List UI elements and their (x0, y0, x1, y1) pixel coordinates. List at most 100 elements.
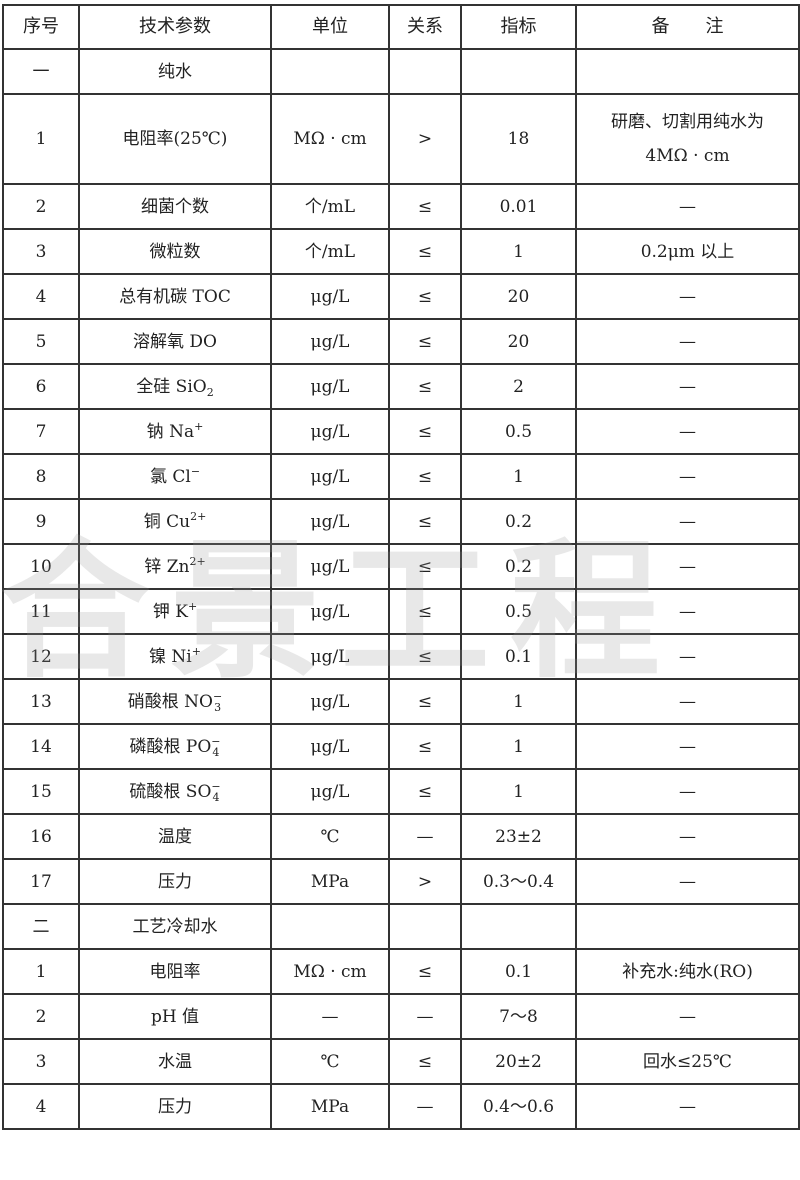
seq-cell-text: 13 (30, 691, 52, 712)
relation-cell: — (388, 1083, 462, 1130)
unit-cell: μg/L (270, 453, 390, 500)
value-cell-text: 0.01 (499, 196, 538, 217)
seq-cell: 4 (2, 273, 80, 320)
value-cell: 0.5 (460, 588, 577, 635)
value-cell (460, 48, 577, 95)
seq-cell: 14 (2, 723, 80, 770)
param-cell: pH 值 (78, 993, 272, 1040)
superscript: + (194, 420, 204, 433)
param-cell-text: pH 值 (150, 1006, 200, 1027)
value-cell-text: 0.1 (504, 646, 533, 667)
param-cell-text: 钠 Na (146, 421, 195, 442)
note-cell: — (575, 588, 800, 635)
unit-cell: MPa (270, 858, 390, 905)
param-cell-text: 磷酸根 PO (129, 736, 212, 757)
table-row: 14 磷酸根 PO −4 μg/L ≤1 — (2, 723, 800, 770)
note-cell (575, 48, 800, 95)
param-cell: 磷酸根 PO −4 (78, 723, 272, 770)
param-cell-text: 硝酸根 NO (127, 691, 213, 712)
note-cell: — (575, 858, 800, 905)
seq-cell: 16 (2, 813, 80, 860)
note-cell-text: 补充水:纯水(RO) (622, 961, 753, 982)
note-cell: — (575, 453, 800, 500)
seq-cell-text: 1 (35, 961, 47, 982)
unit-cell (270, 48, 390, 95)
seq-cell: 1 (2, 948, 80, 995)
note-cell: — (575, 408, 800, 455)
unit-cell-text: μg/L (310, 556, 350, 577)
note-cell-text: — (679, 196, 696, 217)
relation-cell-text: ≤ (417, 376, 433, 397)
relation-cell-text: ≤ (417, 736, 433, 757)
param-cell-text: 工艺冷却水 (132, 916, 218, 937)
subscript (192, 657, 201, 668)
param-cell: 镍 Ni + (78, 633, 272, 680)
superscript: − (213, 690, 223, 703)
param-cell-text: 钾 K (152, 601, 188, 622)
unit-cell: ℃ (270, 813, 390, 860)
param-cell-text: 水温 (158, 1051, 192, 1072)
seq-cell-text: 17 (30, 871, 52, 892)
relation-cell: ≤ (388, 768, 462, 815)
header-cell: 技术参数 (78, 4, 272, 50)
unit-cell-text: MPa (310, 1096, 350, 1117)
table-row: 2 pH 值 — — 7～8 — (2, 993, 800, 1040)
seq-cell-text: 7 (35, 421, 47, 442)
seq-cell: 17 (2, 858, 80, 905)
seq-cell: 11 (2, 588, 80, 635)
seq-cell-text: 1 (35, 129, 47, 149)
param-cell: 压力 (78, 858, 272, 905)
header-cell: 指标 (460, 4, 577, 50)
seq-cell: 3 (2, 1038, 80, 1085)
value-cell-text: 0.3～0.4 (482, 871, 555, 892)
table-row: 17 压力 MPa >0.3～0.4 — (2, 858, 800, 905)
param-cell-text: 镍 Ni (149, 646, 192, 667)
value-cell-text: 20 (507, 331, 530, 352)
relation-cell-text: ≤ (417, 241, 433, 262)
note-cell-text: 4MΩ · cm (645, 146, 730, 166)
seq-cell-text: 4 (35, 1096, 47, 1117)
value-cell-text: 20 (507, 286, 530, 307)
subscript (189, 567, 205, 578)
superscript: − (211, 735, 221, 748)
unit-cell: μg/L (270, 273, 390, 320)
note-cell-text: — (679, 556, 696, 577)
note-cell-text: — (679, 826, 696, 847)
param-cell-text: 全硅 SiO (136, 376, 207, 397)
value-cell-text: 0.5 (504, 421, 533, 442)
param-cell-text: 压力 (158, 871, 192, 892)
relation-cell: ≤ (388, 723, 462, 770)
seq-cell-text: 9 (35, 511, 47, 532)
value-cell-text: 18 (507, 129, 530, 149)
header-cell: 序号 (2, 4, 80, 50)
seq-cell-text: 11 (30, 601, 52, 622)
relation-cell: ≤ (388, 633, 462, 680)
subscript (190, 522, 206, 533)
table-row: 15 硫酸根 SO −4 μg/L ≤1 — (2, 768, 800, 815)
seq-cell: 12 (2, 633, 80, 680)
value-cell-text: 0.1 (504, 961, 533, 982)
value-cell: 1 (460, 723, 577, 770)
note-cell-text: — (679, 1096, 696, 1117)
seq-cell: 10 (2, 543, 80, 590)
table-row: 3 微粒数 个/mL ≤1 0.2μm 以上 (2, 228, 800, 275)
unit-cell: μg/L (270, 633, 390, 680)
param-cell-text: 溶解氧 DO (133, 331, 217, 352)
value-cell: 1 (460, 453, 577, 500)
relation-cell-text: ≤ (417, 1051, 433, 1072)
param-cell: 微粒数 (78, 228, 272, 275)
param-cell: 钾 K + (78, 588, 272, 635)
value-cell: 0.2 (460, 498, 577, 545)
table-row: 9 铜 Cu 2+ μg/L ≤0.2 — (2, 498, 800, 545)
relation-cell-text: ≤ (417, 646, 433, 667)
note-cell: 研磨、切割用纯水为 4MΩ · cm (575, 93, 800, 185)
seq-cell: 6 (2, 363, 80, 410)
relation-cell: > (388, 93, 462, 185)
relation-cell (388, 903, 462, 950)
unit-cell (270, 903, 390, 950)
note-cell: — (575, 318, 800, 365)
seq-cell: 3 (2, 228, 80, 275)
unit-cell: μg/L (270, 408, 390, 455)
unit-cell: μg/L (270, 723, 390, 770)
value-cell: 0.01 (460, 183, 577, 230)
